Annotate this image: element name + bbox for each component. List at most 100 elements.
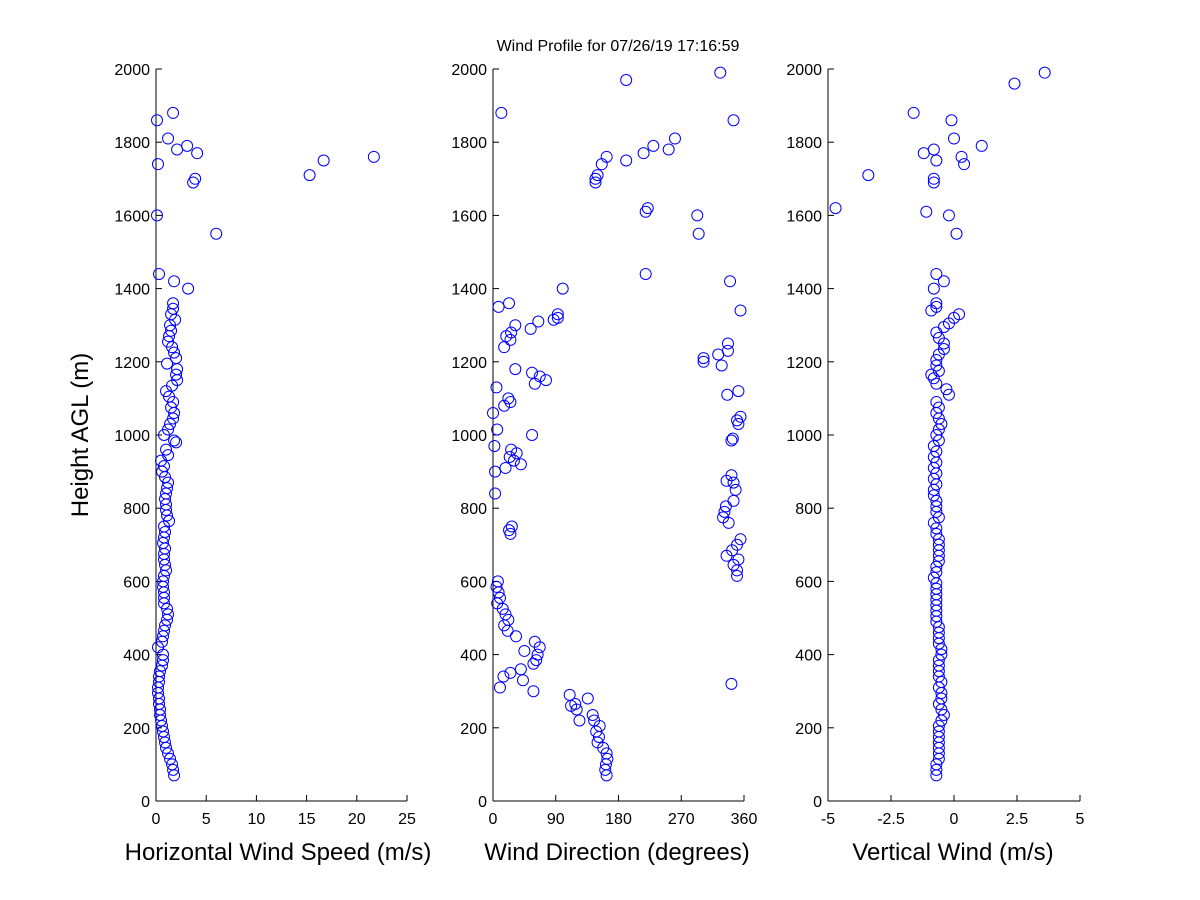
data-point <box>163 515 176 528</box>
data-point <box>527 685 540 698</box>
data-point <box>589 176 602 189</box>
data-point <box>532 315 545 328</box>
x-tick-label: 360 <box>731 811 758 828</box>
data-point <box>620 73 633 86</box>
data-point <box>502 613 515 626</box>
data-point <box>930 154 943 167</box>
data-point <box>588 714 601 727</box>
data-point <box>504 666 517 679</box>
y-tick-label: 0 <box>478 794 487 811</box>
y-tick-label: 0 <box>141 794 150 811</box>
data-point <box>162 747 175 760</box>
data-point <box>932 533 945 546</box>
data-point <box>927 282 940 295</box>
data-point <box>163 390 176 403</box>
data-point <box>927 489 940 502</box>
y-tick-label: 200 <box>795 721 822 738</box>
y-tick-label: 1200 <box>451 355 487 372</box>
y-tick-label: 1800 <box>786 135 822 152</box>
data-point <box>151 209 164 222</box>
data-point <box>725 434 738 447</box>
data-point <box>168 346 181 359</box>
x-tick-label: 180 <box>605 811 632 828</box>
data-point <box>620 154 633 167</box>
data-point <box>930 396 943 409</box>
data-point <box>930 297 943 310</box>
data-point <box>718 505 731 518</box>
y-tick-label: 1800 <box>451 135 487 152</box>
data-point <box>514 663 527 676</box>
y-tick-label: 0 <box>813 794 822 811</box>
data-point <box>510 630 523 643</box>
y-tick-label: 1400 <box>451 282 487 299</box>
data-point <box>581 692 594 705</box>
data-point <box>367 150 380 163</box>
data-point <box>727 114 740 127</box>
data-point <box>526 366 539 379</box>
data-point <box>958 158 971 171</box>
data-point <box>492 300 505 313</box>
data-point <box>168 434 181 447</box>
data-point <box>526 429 539 441</box>
data-point <box>1008 77 1021 90</box>
y-tick-label: 1800 <box>114 135 150 152</box>
data-point <box>191 147 204 160</box>
data-point <box>524 322 537 335</box>
data-point <box>505 520 518 533</box>
data-point <box>641 202 654 215</box>
data-point <box>493 681 506 694</box>
x-tick-label: 2.5 <box>1006 811 1028 828</box>
y-tick-label: 2000 <box>786 62 822 79</box>
data-point <box>731 569 744 582</box>
data-point <box>721 337 734 350</box>
y-tick-label: 1400 <box>114 282 150 299</box>
data-point <box>167 302 180 315</box>
y-tick-label: 1000 <box>451 428 487 445</box>
data-point <box>697 352 710 365</box>
data-point <box>497 670 510 683</box>
data-point <box>167 106 180 119</box>
data-point <box>153 267 166 280</box>
y-tick-label: 800 <box>795 501 822 518</box>
y-tick-label: 1600 <box>451 208 487 225</box>
data-point <box>662 143 675 156</box>
y-tick-label: 800 <box>460 501 487 518</box>
data-point <box>930 527 943 540</box>
y-tick-label: 1000 <box>114 428 150 445</box>
data-point <box>503 450 516 463</box>
data-point <box>182 282 195 295</box>
x-tick-label: 5 <box>1076 811 1085 828</box>
data-point <box>920 205 933 218</box>
data-point <box>930 582 943 595</box>
data-point <box>499 461 512 474</box>
data-point <box>518 644 531 657</box>
data-point <box>725 677 738 690</box>
data-point <box>927 176 940 189</box>
data-point <box>930 500 943 513</box>
x-tick-label: 20 <box>348 811 366 828</box>
data-point <box>668 132 681 145</box>
data-point <box>158 624 171 637</box>
data-point <box>940 383 953 396</box>
x-axis-label: Horizontal Wind Speed (m/s) <box>125 839 432 866</box>
data-point <box>162 335 175 348</box>
y-tick-label: 600 <box>123 574 150 591</box>
data-point <box>157 654 170 667</box>
data-point <box>930 359 943 372</box>
data-point <box>647 139 660 152</box>
data-point <box>167 297 180 310</box>
data-point <box>930 445 943 458</box>
data-point <box>945 114 958 127</box>
data-point <box>942 209 955 222</box>
y-tick-label: 1200 <box>114 355 150 372</box>
y-tick-label: 400 <box>460 648 487 665</box>
data-point <box>505 326 518 339</box>
data-point <box>164 752 177 765</box>
data-point <box>930 560 943 573</box>
data-point <box>935 676 948 689</box>
data-point <box>489 465 502 478</box>
x-tick-label: -5 <box>821 811 835 828</box>
data-point <box>531 648 544 661</box>
data-point <box>725 469 738 482</box>
